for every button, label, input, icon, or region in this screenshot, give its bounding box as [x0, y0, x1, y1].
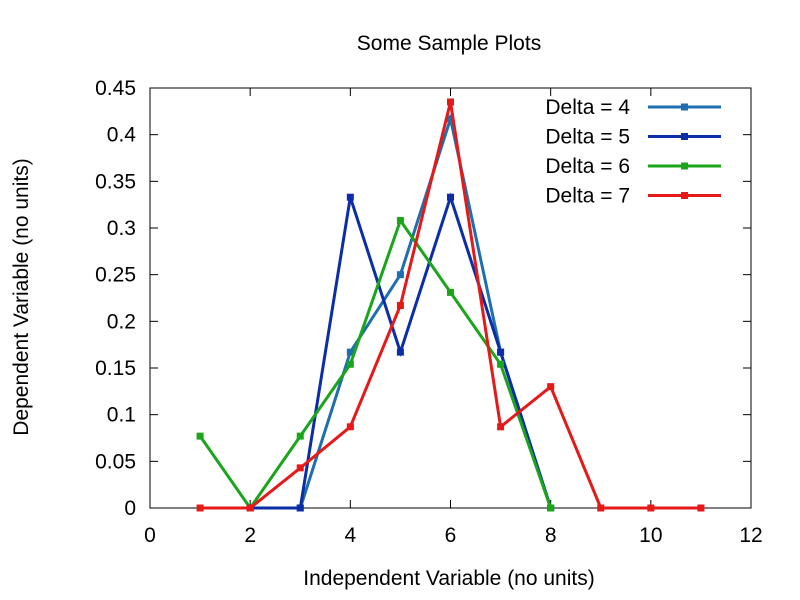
- data-point: [447, 193, 454, 201]
- data-point: [196, 504, 204, 512]
- x-tick-label: 12: [739, 524, 762, 547]
- y-tick-label: 0.3: [107, 217, 136, 240]
- chart-title: Some Sample Plots: [357, 32, 541, 55]
- y-axis-label: Dependent Variable (no units): [10, 158, 33, 435]
- data-point: [396, 348, 404, 356]
- data-point: [497, 348, 505, 356]
- x-tick-label: 6: [445, 524, 457, 547]
- y-tick-label: 0.4: [107, 124, 137, 147]
- y-tick-label: 0.15: [95, 357, 136, 380]
- data-point: [396, 301, 404, 309]
- data-point: [497, 423, 505, 431]
- data-point: [447, 115, 454, 123]
- legend-entry: Delta = 5: [545, 126, 721, 149]
- y-tick-label: 0.1: [107, 404, 136, 427]
- data-point: [396, 217, 404, 225]
- legend-swatch-marker: [681, 133, 688, 140]
- x-tick-label: 4: [344, 524, 356, 547]
- data-point: [346, 360, 354, 368]
- data-point: [296, 464, 304, 472]
- legend-swatch-marker: [681, 192, 688, 199]
- y-tick-label: 0.05: [95, 450, 136, 473]
- data-point: [647, 504, 655, 512]
- y-tick-label: 0.25: [95, 264, 136, 287]
- data-point: [547, 383, 555, 391]
- data-point: [697, 504, 705, 512]
- series-line: [198, 217, 553, 511]
- y-tick-label: 0.35: [95, 170, 136, 193]
- legend-entry: Delta = 7: [545, 185, 721, 208]
- plot-frame: [149, 87, 752, 509]
- data-point: [447, 98, 454, 106]
- legend-label: Delta = 5: [545, 126, 630, 149]
- series-1: [296, 112, 555, 512]
- data-point: [196, 432, 204, 440]
- legend-label: Delta = 6: [545, 155, 630, 178]
- axis-ticks: 0 2 4 6 8 10 12 0 0.05 0.1 0.15 0.2 0.25 0.3 0.35 0.4 0.…: [95, 77, 763, 547]
- data-point: [296, 504, 304, 512]
- data-point: [346, 348, 354, 356]
- data-point: [246, 504, 254, 512]
- data-point: [296, 432, 304, 440]
- legend-entry: Delta = 4: [545, 96, 721, 119]
- series-line: [298, 112, 553, 509]
- legend-label: Delta = 4: [545, 96, 630, 119]
- y-tick-label: 0: [124, 497, 136, 520]
- legend: Delta = 4 Delta = 5 Delta = 6 Delta = 7: [545, 96, 721, 208]
- x-axis-label: Independent Variable (no units): [303, 567, 594, 590]
- x-tick-label: 2: [244, 524, 256, 547]
- data-point: [597, 504, 605, 512]
- legend-swatch-marker: [681, 103, 688, 111]
- series-2: [246, 192, 555, 512]
- x-tick-label: 0: [144, 524, 156, 547]
- data-point: [547, 504, 555, 512]
- legend-entry: Delta = 6: [545, 155, 721, 178]
- data-point: [497, 360, 505, 368]
- series-4: [196, 98, 705, 512]
- y-tick-label: 0.2: [107, 310, 136, 333]
- data-point: [447, 288, 454, 296]
- legend-label: Delta = 7: [545, 185, 630, 208]
- data-point: [346, 423, 354, 431]
- data-point: [346, 193, 354, 201]
- x-tick-label: 8: [545, 524, 557, 547]
- x-tick-label: 10: [639, 524, 662, 547]
- data-series: [196, 98, 705, 512]
- legend-swatch-marker: [681, 162, 688, 170]
- y-tick-label: 0.45: [95, 77, 136, 100]
- data-point: [396, 271, 404, 279]
